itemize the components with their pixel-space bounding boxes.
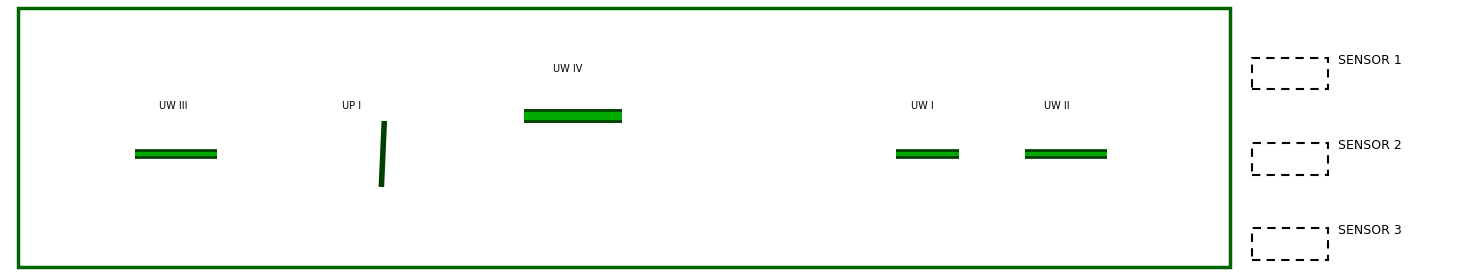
Text: UW III: UW III: [158, 101, 187, 111]
Text: UP I: UP I: [341, 101, 362, 111]
Text: UW II: UW II: [1044, 101, 1070, 111]
Text: SENSOR 1: SENSOR 1: [1338, 54, 1403, 67]
Text: UW IV: UW IV: [553, 64, 583, 74]
Text: SENSOR 2: SENSOR 2: [1338, 139, 1403, 152]
Text: UW I: UW I: [911, 101, 934, 111]
Text: SENSOR 3: SENSOR 3: [1338, 224, 1403, 238]
